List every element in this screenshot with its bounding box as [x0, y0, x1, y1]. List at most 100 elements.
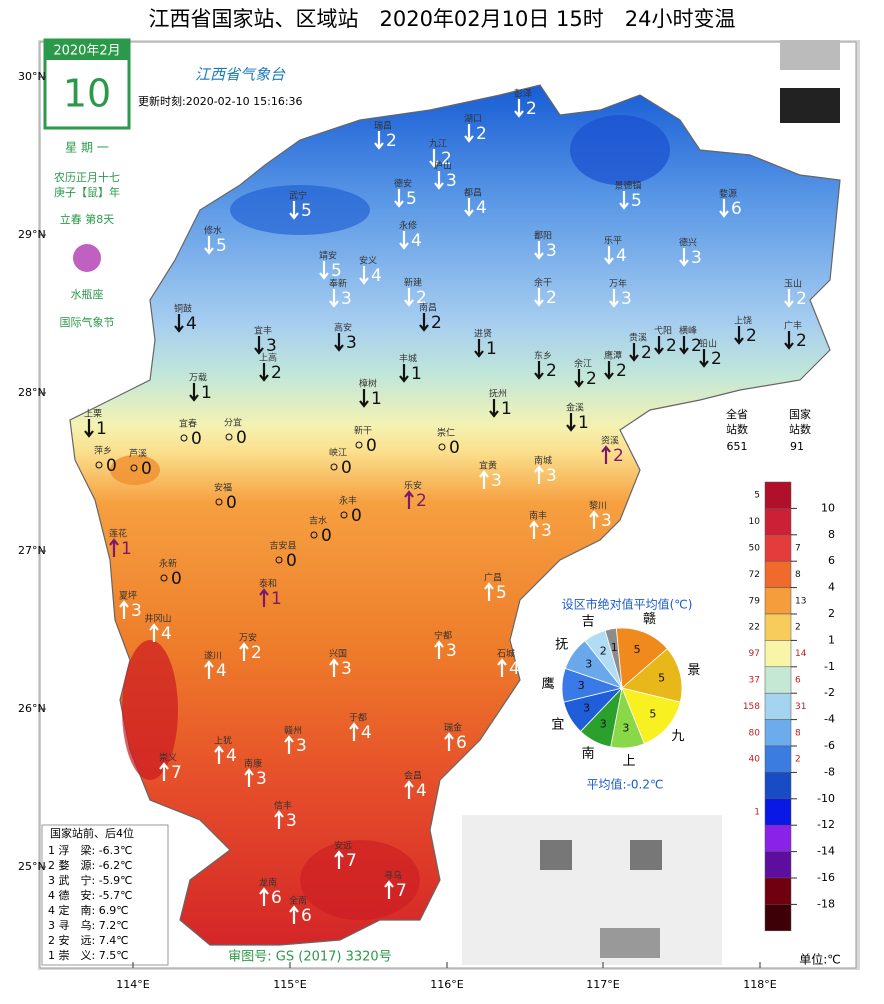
station-name: 玉山: [784, 279, 802, 290]
change-arrow: [474, 339, 484, 358]
warm-core: [300, 840, 420, 920]
station-name: 赣州: [284, 725, 302, 737]
change-value: 5: [406, 189, 417, 209]
station-name: 井冈山: [144, 613, 171, 625]
change-value: 2: [666, 336, 677, 356]
station-name: 兴国: [329, 649, 347, 660]
change-value: 2: [546, 361, 557, 381]
change-arrow: [464, 198, 474, 217]
change-value: 2: [691, 336, 702, 356]
ranking-row: 3 武 宁: -5.9℃: [48, 873, 133, 887]
national-count: 2: [795, 755, 801, 765]
change-value: 2: [796, 331, 807, 351]
change-arrow: [259, 887, 269, 906]
station-name: 新建: [404, 277, 422, 289]
change-arrow: [434, 171, 444, 190]
change-value: 7: [346, 851, 357, 871]
change-value: 2: [271, 363, 282, 383]
station-name: 景德镇: [614, 180, 641, 192]
pie-slice: [615, 627, 668, 689]
change-value: 2: [431, 313, 442, 333]
province-count: 37: [749, 676, 760, 686]
lat-label: 29°N: [18, 228, 46, 241]
station-name: 湖口: [464, 114, 482, 125]
station-dot: [330, 463, 338, 471]
change-arrow: [399, 231, 409, 250]
change-arrow: [489, 399, 499, 418]
station-name: 乐安: [404, 480, 422, 492]
change-arrow: [319, 261, 329, 280]
pie-name: 抚: [555, 638, 568, 653]
station-dot: [438, 443, 446, 451]
change-value: 7: [396, 881, 407, 901]
station-name: 丰城: [399, 353, 417, 365]
change-value: 1: [501, 399, 512, 419]
station-name: 上犹: [214, 736, 232, 747]
change-arrow: [159, 762, 169, 781]
ranking-row: 4 定 南: 6.9℃: [48, 903, 129, 917]
legend-header: 国家: [789, 407, 811, 421]
change-value: 3: [341, 289, 352, 309]
change-arrow: [534, 465, 544, 484]
station-dot: [130, 464, 138, 472]
change-arrow: [214, 745, 224, 764]
station-name: 夏坪: [119, 591, 137, 602]
colorbar-cell: [764, 851, 792, 879]
national-count: 31: [795, 702, 806, 712]
change-value: 0: [171, 569, 182, 589]
station-name: 广丰: [784, 320, 802, 332]
change-arrow: [289, 905, 299, 924]
ganzhi: 庚子【鼠】年: [54, 185, 120, 199]
station-name: 南康: [244, 758, 262, 770]
change-value: 2: [796, 289, 807, 309]
change-value: 0: [341, 458, 352, 478]
station-name: 永新: [159, 558, 177, 570]
title: 江西省国家站、区域站 2020年02月10日 15时 24小时变温: [148, 7, 735, 31]
change-value: 0: [366, 436, 377, 456]
colorbar-label: 8: [828, 528, 835, 541]
station-dot: [180, 434, 188, 442]
colorbar-label: 2: [828, 607, 835, 620]
change-arrow: [329, 289, 339, 308]
change-value: 4: [616, 246, 627, 266]
unit: 单位:℃: [799, 952, 841, 967]
change-arrow: [604, 246, 614, 265]
national-count: 8: [795, 728, 801, 738]
change-value: 2: [416, 491, 427, 511]
change-value: 0: [351, 506, 362, 526]
colorbar-cell: [764, 904, 792, 932]
change-value: 4: [361, 723, 372, 743]
change-arrow: [334, 850, 344, 869]
station-name: 宜丰: [254, 325, 272, 337]
change-value: 2: [616, 361, 627, 381]
change-arrow: [629, 343, 639, 362]
ranking-box: 国家站前、后4位 1 浮 梁: -6.3℃2 婺 源: -6.2℃3 武 宁: …: [41, 824, 169, 966]
change-arrow: [239, 642, 249, 661]
change-arrow: [534, 361, 544, 380]
station-name: 铜鼓: [174, 303, 192, 315]
pie-name: 景: [687, 663, 700, 678]
blurred-area: [540, 840, 572, 870]
change-arrow: [404, 288, 414, 307]
province-count: 97: [749, 649, 760, 659]
station-name: 铅山: [699, 338, 717, 350]
change-arrow: [404, 490, 414, 509]
change-arrow: [589, 510, 599, 529]
legend-header: 站数: [789, 422, 811, 436]
station-name: 瑞昌: [374, 120, 392, 132]
station-name: 婺源: [719, 189, 737, 200]
change-value: 5: [301, 201, 312, 221]
lon-label: 118°E: [743, 978, 776, 991]
lat-label: 26°N: [18, 702, 46, 715]
change-value: 2: [711, 349, 722, 369]
change-value: 1: [201, 383, 212, 403]
change-arrow: [359, 266, 369, 285]
station-name: 鄱阳: [534, 231, 552, 242]
change-arrow: [679, 248, 689, 267]
pie-name: 鹰: [542, 676, 555, 692]
update-time: 更新时刻:2020-02-10 15:16:36: [138, 94, 303, 108]
station-name: 崇仁: [437, 427, 455, 439]
station-name: 寻乌: [384, 870, 402, 882]
station-name: 乐平: [604, 235, 622, 247]
colorbar-label: -6: [824, 739, 835, 752]
